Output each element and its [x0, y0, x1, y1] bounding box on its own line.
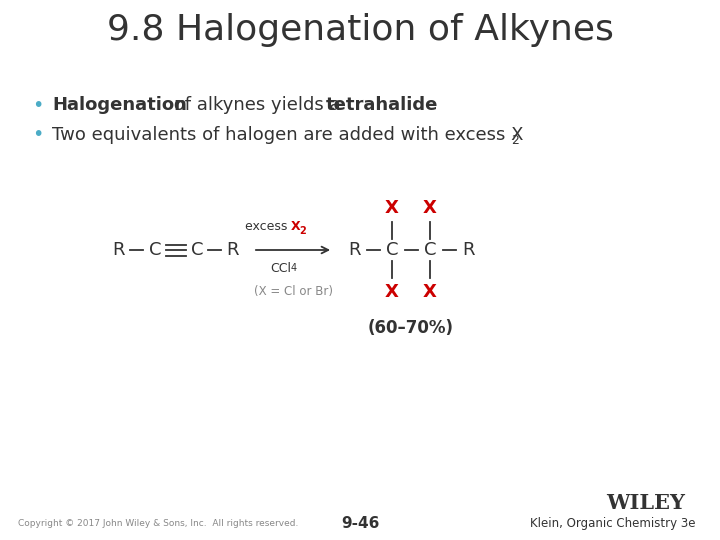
Text: 2: 2: [300, 226, 306, 236]
Text: 4: 4: [291, 263, 297, 273]
Text: C: C: [424, 241, 436, 259]
Text: excess: excess: [245, 220, 291, 233]
Text: Klein, Organic Chemistry 3e: Klein, Organic Chemistry 3e: [529, 516, 695, 530]
Text: Two equivalents of halogen are added with excess X: Two equivalents of halogen are added wit…: [52, 126, 523, 144]
Text: R: R: [348, 241, 361, 259]
Text: (X = Cl or Br): (X = Cl or Br): [253, 286, 333, 299]
Text: C: C: [386, 241, 398, 259]
Text: Copyright © 2017 John Wiley & Sons, Inc.  All rights reserved.: Copyright © 2017 John Wiley & Sons, Inc.…: [18, 518, 298, 528]
Text: R: R: [462, 241, 474, 259]
Text: tetrahalide: tetrahalide: [325, 96, 438, 114]
Text: Halogenation: Halogenation: [52, 96, 187, 114]
Text: •: •: [32, 96, 44, 114]
Text: 2: 2: [511, 134, 519, 147]
Text: (60–70%): (60–70%): [368, 319, 454, 337]
Text: X: X: [291, 220, 301, 233]
Text: X: X: [423, 199, 437, 217]
Text: 9.8 Halogenation of Alkynes: 9.8 Halogenation of Alkynes: [107, 13, 613, 47]
Text: X: X: [385, 199, 399, 217]
Text: X: X: [385, 283, 399, 301]
Text: C: C: [149, 241, 161, 259]
Text: R: R: [227, 241, 239, 259]
Text: of alkynes yields a: of alkynes yields a: [168, 96, 346, 114]
Text: CCl: CCl: [270, 261, 291, 274]
Text: X: X: [423, 283, 437, 301]
Text: WILEY: WILEY: [606, 493, 685, 513]
Text: •: •: [32, 125, 44, 145]
Text: 9-46: 9-46: [341, 516, 379, 530]
Text: C: C: [191, 241, 203, 259]
Text: R: R: [112, 241, 125, 259]
